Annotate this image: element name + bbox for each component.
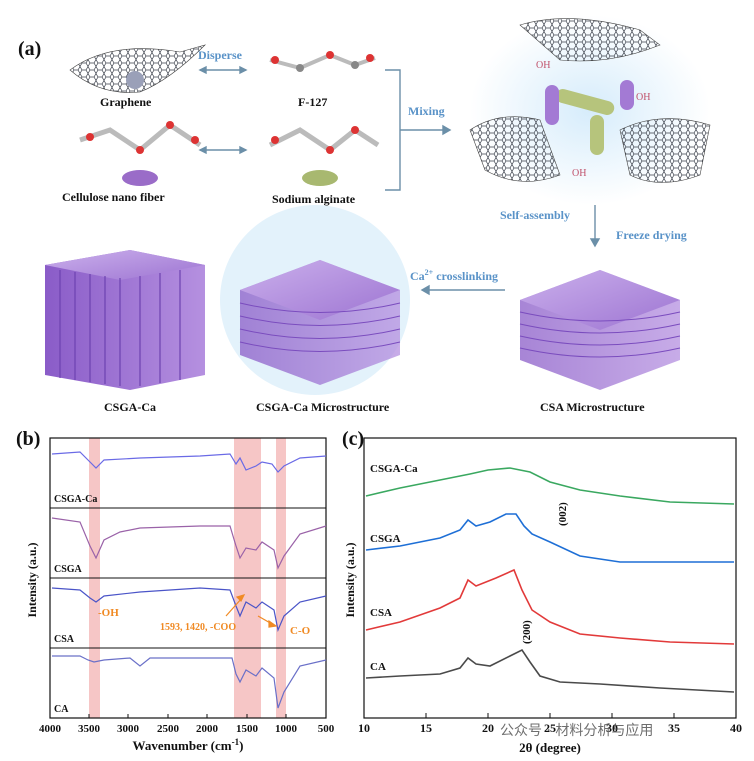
mixing-arrow-icon — [385, 69, 452, 191]
ftir-trace-csga-ca — [51, 451, 327, 473]
panel-b-letter: (b) — [16, 428, 41, 450]
xrd-frame — [363, 437, 737, 719]
xrd-label-csga-ca: CSGA-Ca — [370, 463, 418, 475]
cnf-label: Cellulose nano fiber — [62, 190, 165, 204]
csga-ca-aerogel-icon — [45, 250, 205, 390]
alginate-label: Sodium alginate — [272, 192, 356, 206]
ftir-tick-1000: 1000 — [275, 723, 298, 735]
ftir-annot-coo: 1593, 1420, -COO — [160, 622, 236, 633]
xrd-tick-10: 10 — [358, 721, 370, 735]
graphene-label: Graphene — [100, 95, 152, 109]
xrd-tick-25: 25 — [544, 721, 556, 735]
xrd-tick-20: 20 — [482, 721, 494, 735]
xrd-label-csga: CSGA — [370, 533, 401, 545]
ftir-trace-csga — [51, 517, 327, 570]
xrd-trace-csa — [365, 568, 735, 645]
csga-ca-micro-label: CSGA-Ca Microstructure — [256, 400, 390, 414]
panel-a-letter: (a) — [18, 38, 42, 60]
ftir-label-ca: CA — [54, 704, 69, 715]
panel-c-letter: (c) — [342, 428, 365, 450]
csga-ca-microstructure-icon — [220, 205, 410, 395]
ca-crosslinking-arrow-icon — [420, 284, 505, 296]
alginate-molecule-icon — [268, 126, 380, 186]
cellulose-molecule-icon — [79, 121, 202, 186]
ftir-label-csa: CSA — [54, 634, 75, 645]
xrd-tick-40: 40 — [730, 721, 742, 735]
ftir-tick-2500: 2500 — [157, 723, 180, 735]
xrd-tick-15: 15 — [420, 721, 432, 735]
ftir-chart: 4000 3500 3000 2500 2000 1500 1000 500 C… — [25, 437, 335, 753]
xrd-tick-35: 35 — [668, 721, 680, 735]
ftir-label-csga-ca: CSGA-Ca — [54, 494, 97, 505]
ftir-ylabel: Intensity (a.u.) — [25, 542, 39, 617]
ftir-tick-500: 500 — [318, 723, 335, 735]
ftir-annot-co: C-O — [290, 625, 311, 637]
graphene-sheet-icon — [69, 44, 207, 93]
csa-microstructure-icon — [519, 270, 681, 390]
oh-label-3: OH — [572, 168, 587, 179]
ftir-annot-oh: -OH — [98, 607, 119, 619]
ftir-tick-3500: 3500 — [78, 723, 101, 735]
xrd-trace-ca — [365, 648, 735, 693]
xrd-trace-csga-ca — [365, 467, 735, 505]
xrd-tick-30: 30 — [606, 721, 618, 735]
freeze-drying-label: Freeze drying — [616, 228, 687, 242]
watermark: 公众号 · 材料分析与应用 — [500, 723, 654, 739]
disperse-arrow-icon — [198, 65, 248, 75]
xrd-chart: 10 15 20 25 30 35 40 CSGA-Ca CSGA CSA CA… — [343, 437, 742, 755]
xrd-trace-csga — [365, 513, 734, 563]
self-assembly-label: Self-assembly — [500, 208, 570, 222]
f127-label: F-127 — [298, 95, 328, 109]
xrd-peak-002: (002) — [557, 502, 569, 526]
csga-ca-label: CSGA-Ca — [104, 400, 157, 414]
xrd-xlabel: 2θ (degree) — [519, 740, 581, 755]
freeze-drying-arrow-icon — [589, 205, 601, 248]
xrd-label-ca: CA — [370, 661, 386, 673]
oh-label-1: OH — [536, 60, 551, 71]
oh-label-2: OH — [636, 92, 651, 103]
panel-a-illustration — [45, 15, 711, 395]
ftir-tick-3000: 3000 — [117, 723, 140, 735]
coo-annotation-arrow — [225, 594, 278, 628]
f127-molecule-icon — [269, 51, 376, 72]
ftir-label-csga: CSGA — [54, 564, 83, 575]
ftir-xlabel: Wavenumber (cm-1) — [133, 737, 244, 753]
ftir-x-ticks: 4000 3500 3000 2500 2000 1500 1000 500 — [39, 723, 335, 735]
ftir-tick-1500: 1500 — [236, 723, 259, 735]
ca-crosslinking-label: Ca2+ crosslinking — [410, 268, 499, 283]
xrd-x-ticks: 10 15 20 25 30 35 40 — [358, 721, 742, 735]
disperse-label: Disperse — [198, 48, 242, 62]
ftir-trace-csa — [51, 587, 327, 633]
ftir-tick-2000: 2000 — [196, 723, 219, 735]
cnf-alginate-arrow-icon — [198, 145, 248, 155]
mixing-label: Mixing — [408, 104, 445, 118]
xrd-ylabel: Intensity (a.u.) — [343, 542, 357, 617]
csa-micro-label: CSA Microstructure — [540, 400, 645, 414]
xrd-peak-200: (200) — [521, 620, 533, 644]
ftir-tick-4000: 4000 — [39, 723, 62, 735]
xrd-label-csa: CSA — [370, 607, 392, 619]
ftir-trace-ca — [52, 655, 327, 709]
self-assembly-network-icon — [469, 15, 711, 205]
